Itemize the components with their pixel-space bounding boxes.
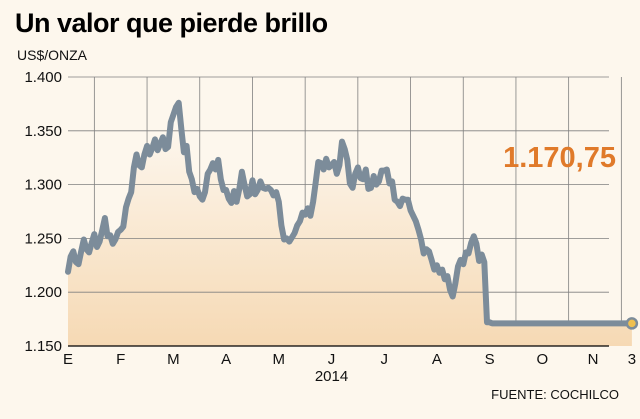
x-tick-label: M: [167, 351, 180, 368]
x-tick-label: S: [485, 351, 495, 368]
x-tick-label: 3: [628, 351, 636, 368]
y-tick-label: 1.200: [24, 284, 62, 301]
y-tick-label: 1.250: [24, 230, 62, 247]
y-tick-label: 1.400: [24, 69, 62, 86]
chart-title: Un valor que pierde brillo: [15, 8, 328, 38]
x-tick-label: M: [273, 351, 286, 368]
x-tick-label: N: [588, 351, 599, 368]
x-tick-label: J: [328, 351, 336, 368]
y-tick-label: 1.150: [24, 338, 62, 355]
y-tick-labels: 1.150 1.200 1.250 1.300 1.350 1.400: [24, 69, 62, 355]
x-tick-label: A: [432, 351, 442, 368]
y-tick-label: 1.300: [24, 177, 62, 194]
price-series-line: [65, 99, 635, 327]
last-value-marker: [625, 317, 639, 330]
x-tick-label: J: [380, 351, 388, 368]
x-tick-label: A: [221, 351, 231, 368]
price-area-fill: [68, 102, 632, 346]
last-value-callout: 1.170,75: [503, 142, 616, 174]
y-tick-label: 1.350: [24, 123, 62, 140]
y-axis-unit-label: US$/ONZA: [17, 47, 88, 63]
x-tick-labels: E F M A M J J A S O N 3: [63, 351, 636, 368]
year-label: 2014: [315, 368, 348, 385]
x-tick-label: O: [536, 351, 548, 368]
x-tick-label: E: [63, 351, 73, 368]
horizontal-gridlines: [68, 76, 609, 293]
x-tick-label: F: [116, 351, 125, 368]
source-note: FUENTE: COCHILCO: [491, 387, 619, 402]
